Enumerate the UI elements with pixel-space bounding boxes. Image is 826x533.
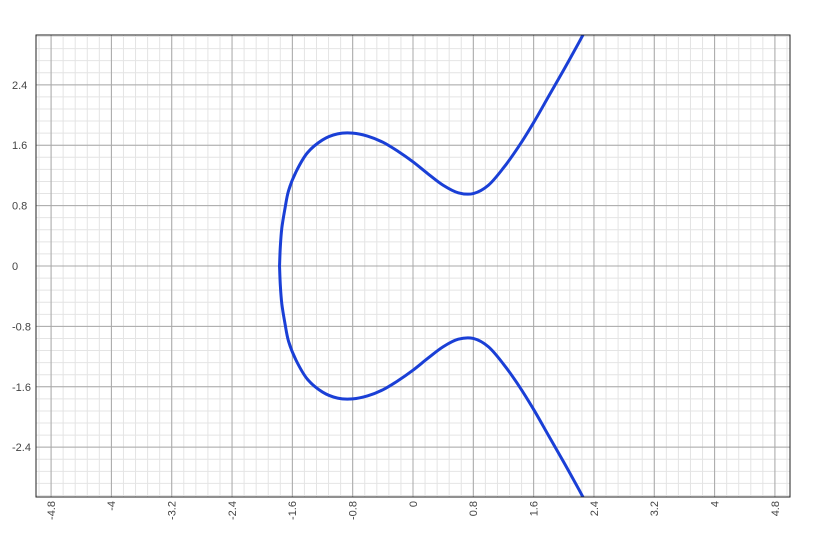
series-line-1 [278,35,585,268]
x-tick-label: 4 [709,501,721,507]
x-tick-label: -3.2 [167,501,179,520]
x-axis-tick-labels: -4.8 -4 -3.2 -2.4 -1.6 -0.8 0 0.8 1.6 2.4 3.2 4 4.8 [46,501,782,520]
x-tick-label: 4.8 [770,501,782,516]
x-tick-label: -2.4 [227,501,239,520]
y-tick-label: 0 [12,261,18,273]
x-tick-label: 3.2 [649,501,661,516]
series-layer [278,35,585,497]
x-tick-label: -1.6 [287,501,299,520]
y-tick-label: 2.4 [12,80,27,92]
x-tick-label: -4.8 [46,501,58,520]
major-grid [36,35,790,497]
x-tick-label: 0 [408,501,420,507]
y-axis-tick-labels: 2.4 1.6 0.8 0 -0.8 -1.6 -2.4 [12,80,31,454]
x-tick-label: 1.6 [528,501,540,516]
y-tick-label: -1.6 [12,382,31,394]
x-tick-label: 0.8 [468,501,480,516]
y-tick-label: 0.8 [12,201,27,213]
y-tick-label: -0.8 [12,321,31,333]
series-line-2 [278,264,585,497]
plot-frame [35,34,791,498]
y-tick-label: 1.6 [12,140,27,152]
x-tick-label: -4 [106,501,118,511]
x-tick-label: -0.8 [348,501,360,520]
x-tick-label: 2.4 [589,501,601,516]
y-tick-label: -2.4 [12,442,31,454]
